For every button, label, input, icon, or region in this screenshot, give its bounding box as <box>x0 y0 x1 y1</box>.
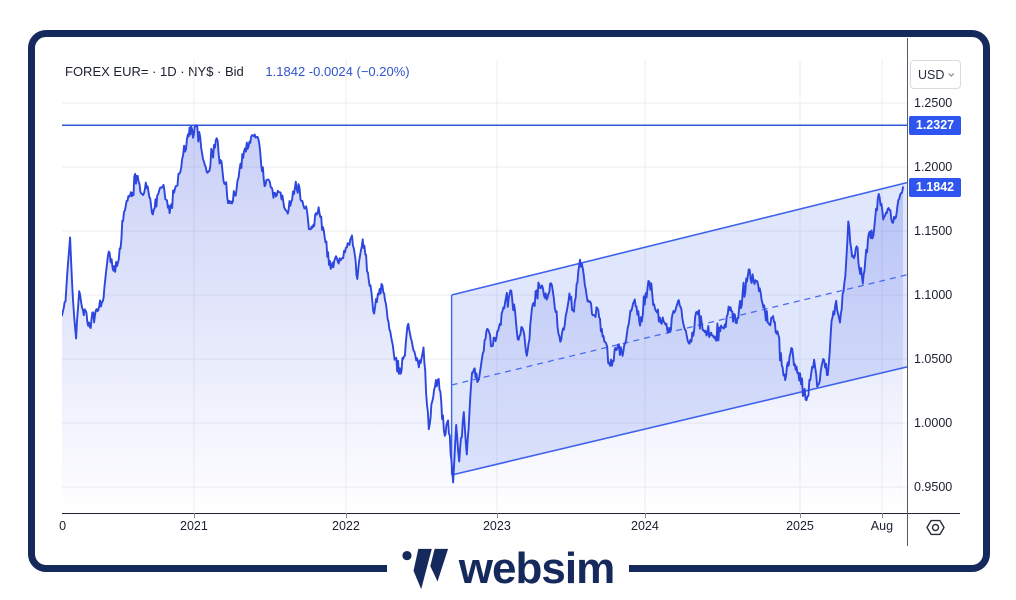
chart-header: FOREX EUR= · 1D · NY$ · Bid 1.1842 -0.00… <box>65 64 410 79</box>
time-axis-tick <box>345 513 347 518</box>
price-axis-label: 1.2500 <box>914 96 953 110</box>
time-axis-tick <box>496 513 498 518</box>
time-axis-label: 2024 <box>631 519 659 533</box>
price-axis-label: 0.9500 <box>914 480 953 494</box>
time-axis-label: 2023 <box>482 519 511 533</box>
currency-dropdown[interactable]: USD <box>910 60 961 89</box>
time-axis-label: 2022 <box>332 519 360 533</box>
price-axis-label: 1.0500 <box>914 352 953 366</box>
time-axis-tick <box>193 513 195 518</box>
time-axis-label: 2025 <box>786 519 814 533</box>
price-chart-plot[interactable] <box>62 60 907 513</box>
time-axis-label: 0 <box>59 519 67 533</box>
price-axis-separator <box>907 38 908 546</box>
time-axis-tick <box>644 513 646 518</box>
level-price-badge: 1.2327 <box>909 115 961 135</box>
area-fill <box>62 125 903 513</box>
price-axis-label: 1.1000 <box>914 288 953 302</box>
websim-logo[interactable]: websim <box>386 543 630 595</box>
price-axis-label: 1.1500 <box>914 224 953 238</box>
footer-brand: websim <box>0 543 1016 595</box>
time-axis-tick <box>799 513 801 518</box>
price-axis-label: 1.2000 <box>914 160 953 174</box>
x-axis-line <box>62 513 960 514</box>
trend-channel[interactable] <box>450 181 907 476</box>
chevron-down-icon <box>948 72 955 77</box>
price-line <box>62 124 904 484</box>
last-price-badge: 1.1842 <box>909 177 961 197</box>
currency-label: USD <box>918 67 945 82</box>
quote-text: 1.1842 -0.0024 (−0.20%) <box>265 64 410 79</box>
time-axis-label: 2021 <box>180 519 208 533</box>
price-axis-label: 1.0000 <box>914 416 953 430</box>
settings-button[interactable] <box>926 519 945 536</box>
time-axis-label: Aug <box>870 519 894 533</box>
time-axis-tick <box>881 513 883 518</box>
websim-w-mark-icon <box>402 548 448 590</box>
brand-wordmark: websim <box>458 544 615 593</box>
symbol-title[interactable]: FOREX EUR= · 1D · NY$ · Bid <box>65 64 244 79</box>
channel-midline <box>451 274 907 386</box>
gear-icon <box>926 519 945 536</box>
